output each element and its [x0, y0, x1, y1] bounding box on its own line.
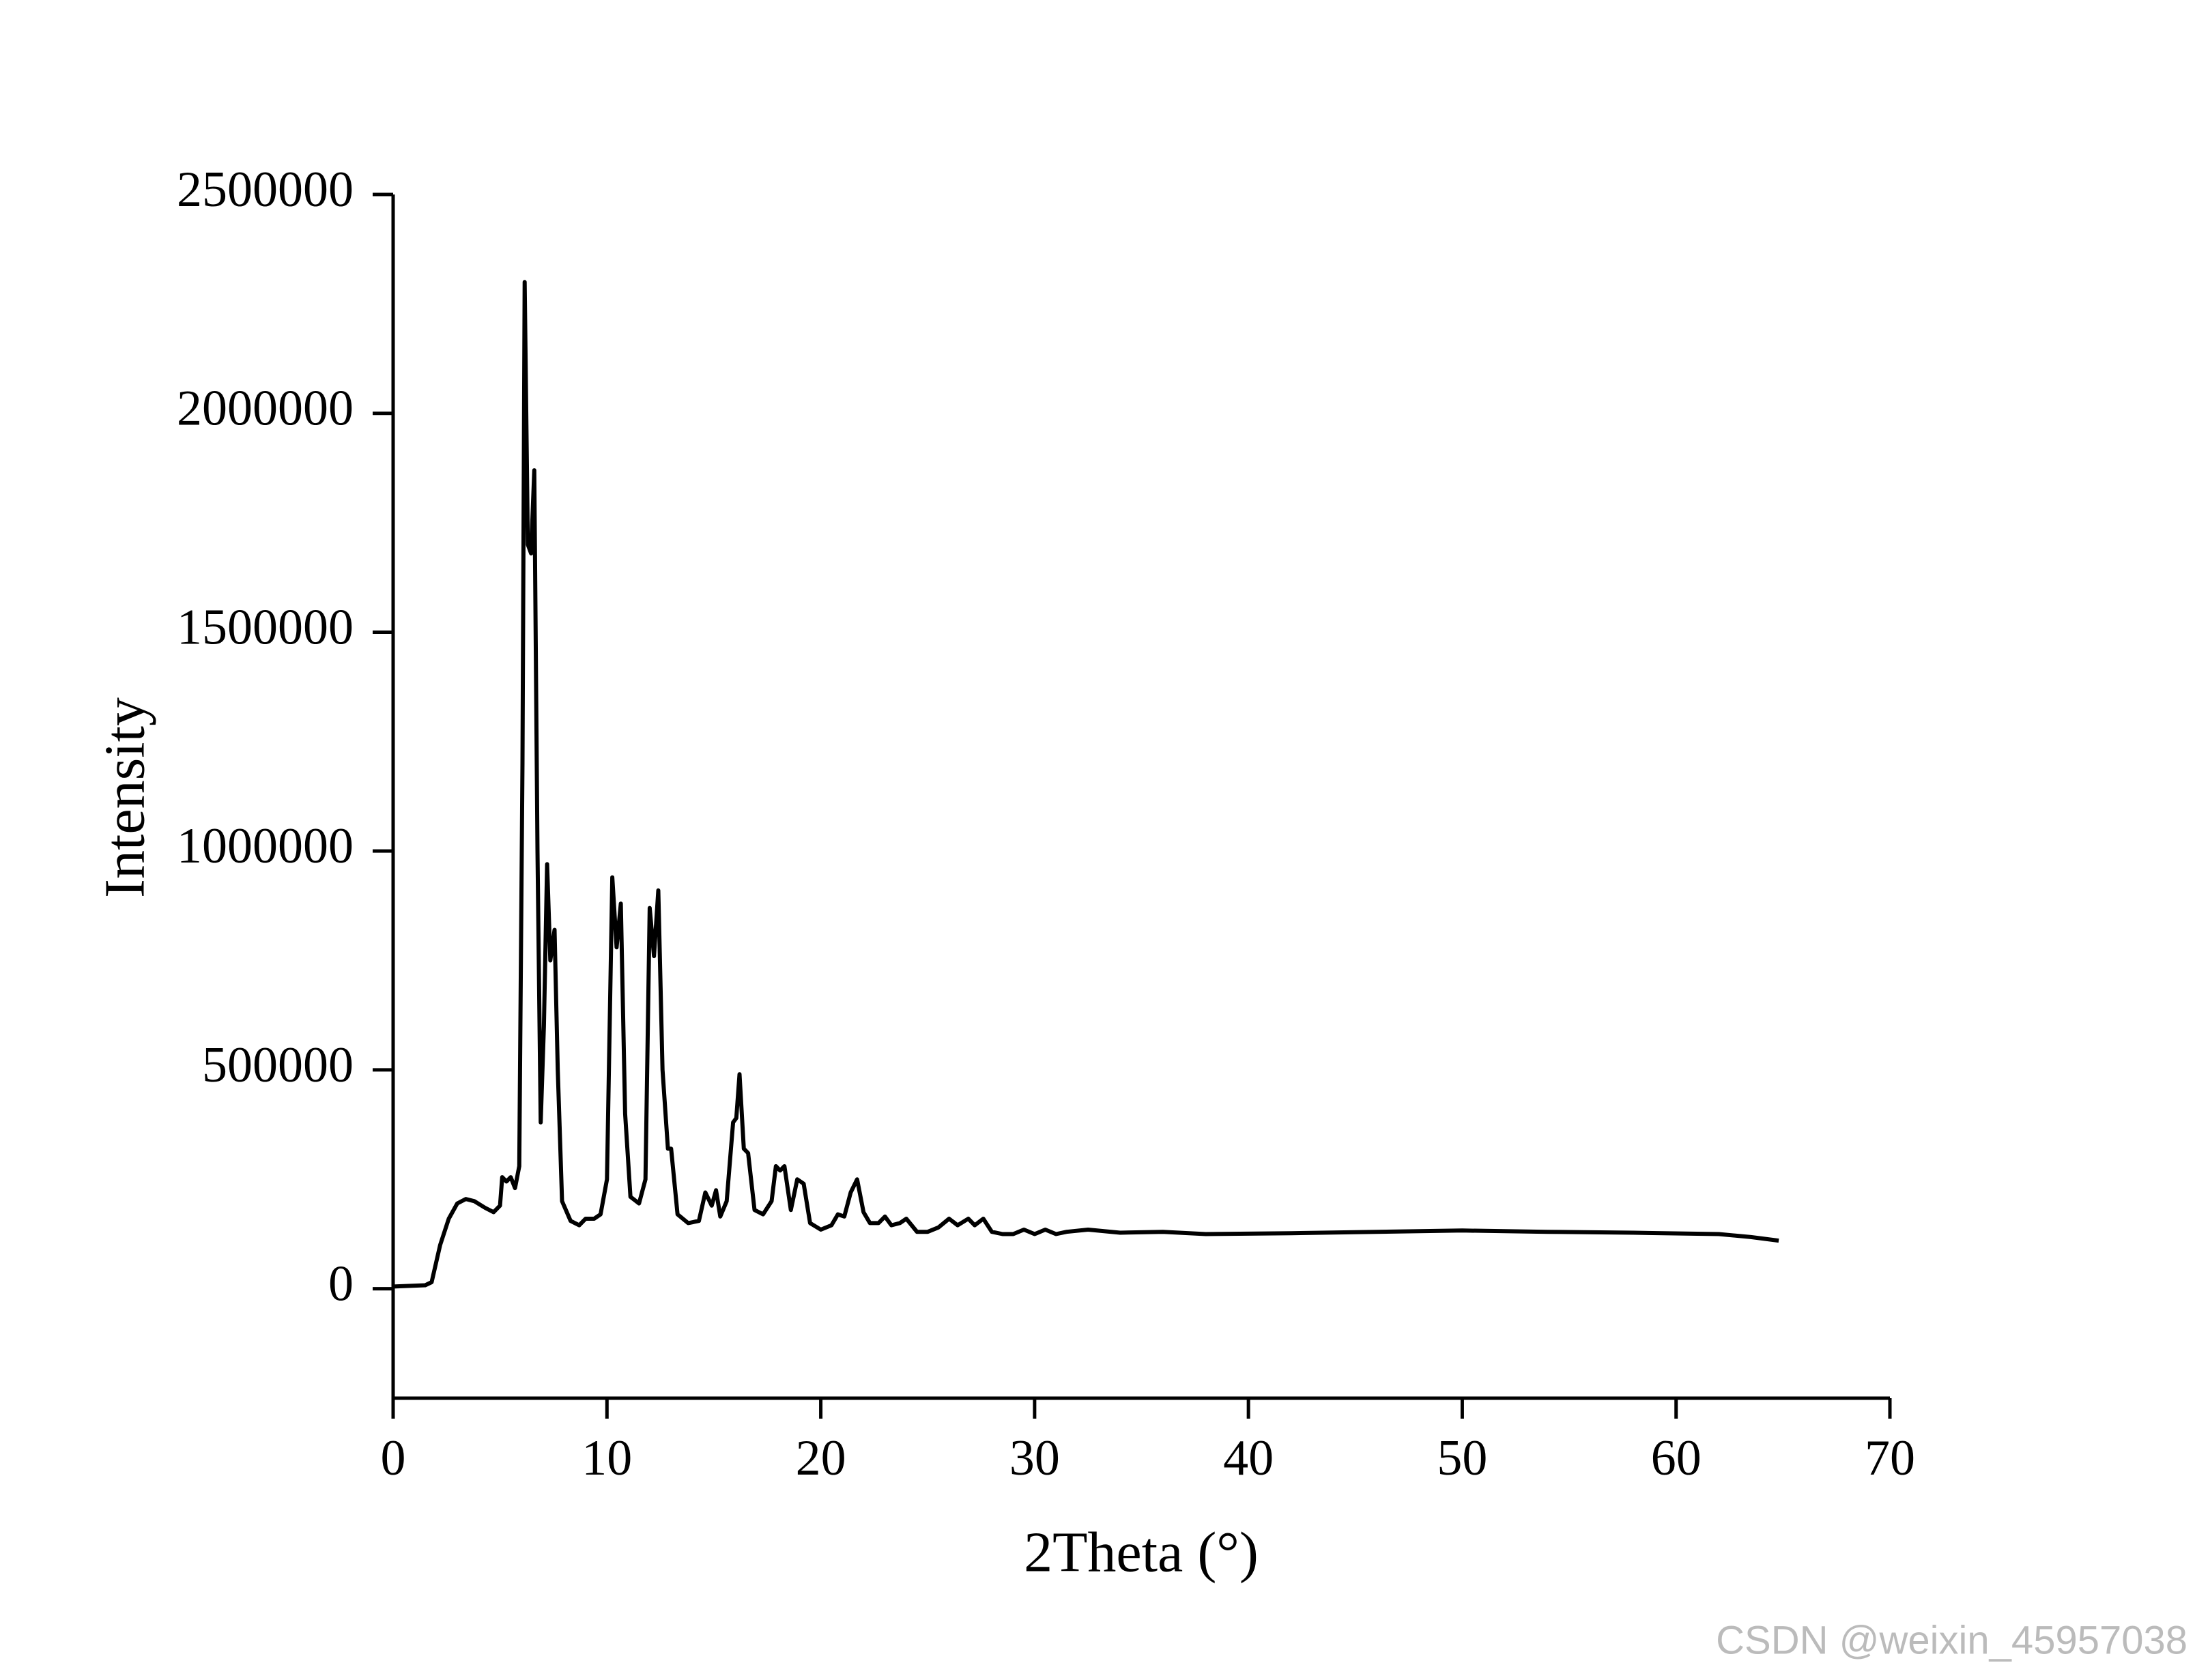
y-tick-label: 2000000 [177, 381, 354, 437]
x-tick-label: 30 [1009, 1430, 1060, 1486]
x-tick-label: 40 [1223, 1430, 1274, 1486]
x-tick-label: 0 [381, 1430, 406, 1486]
y-tick-label: 0 [328, 1256, 354, 1312]
x-tick-label: 60 [1651, 1430, 1702, 1486]
y-tick-label: 500000 [202, 1037, 354, 1093]
data-line [392, 280, 1779, 1289]
y-tick-label: 1000000 [177, 818, 354, 874]
x-tick-label: 20 [796, 1430, 846, 1486]
x-axis-title: 2Theta (°) [1024, 1520, 1259, 1584]
watermark: CSDN @weixin_45957038 [1716, 1618, 2187, 1662]
x-tick-label: 70 [1865, 1430, 1915, 1486]
y-axis-title: Intensity [93, 697, 156, 898]
y-tick-label: 1500000 [177, 599, 354, 655]
y-tick-label: 2500000 [177, 162, 354, 218]
x-tick-label: 10 [582, 1430, 632, 1486]
x-tick-label: 50 [1437, 1430, 1487, 1486]
